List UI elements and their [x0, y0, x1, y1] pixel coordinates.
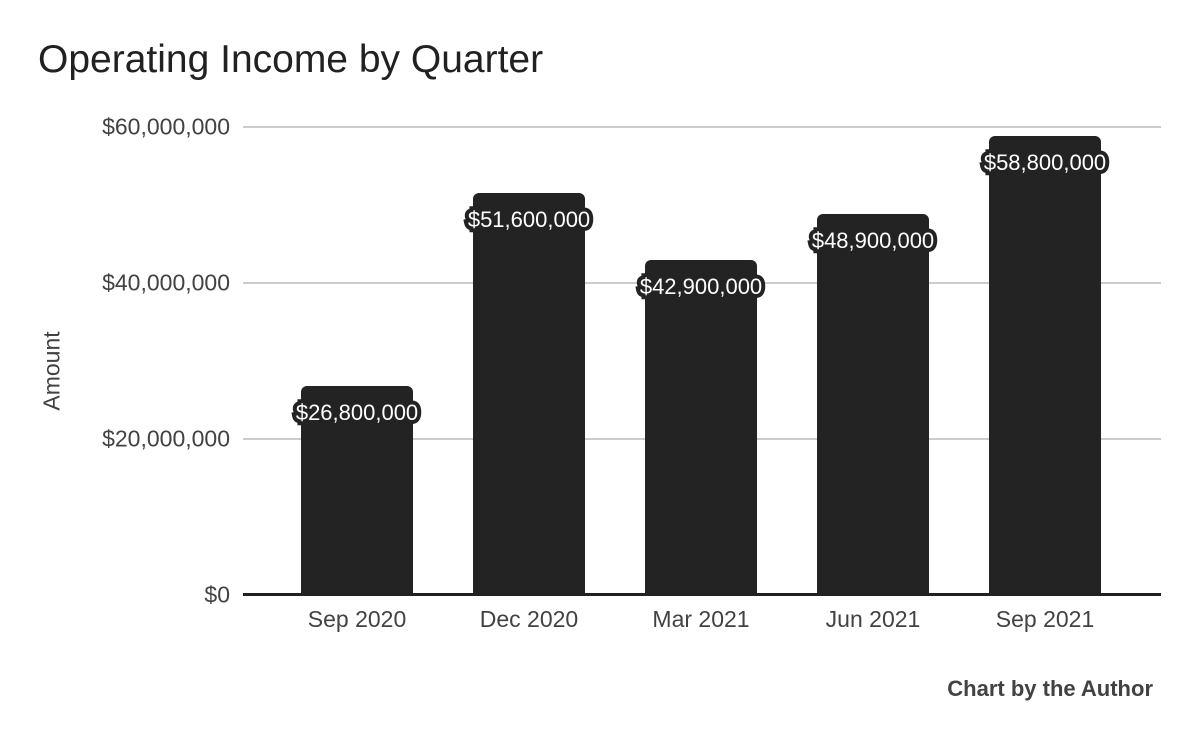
bar-value-label: $48,900,000 $48,900,000 [808, 224, 938, 257]
x-tick-label: Jun 2021 [825, 606, 921, 632]
bar-value-label: $42,900,000 $42,900,000 [636, 270, 766, 303]
x-tick-label: Sep 2020 [307, 606, 407, 632]
y-tick-label: $20,000,000 [102, 425, 230, 452]
bar [645, 260, 757, 595]
bar-value-label-outline: $58,800,000 [980, 146, 1110, 179]
bar [473, 193, 585, 595]
gridline [243, 126, 1161, 128]
bar-slot: $51,600,000 $51,600,000 Dec 2020 [443, 127, 615, 631]
x-axis-line [243, 593, 1161, 596]
bar-value-label: $58,800,000 $58,800,000 [980, 146, 1110, 179]
bar-value-label-text: $58,800,000 [983, 150, 1107, 175]
bar-value-label-outline: $51,600,000 [464, 203, 594, 236]
bar-value-label-text: $26,800,000 [295, 400, 419, 425]
plot-area: $26,800,000 $26,800,000 Sep 2020 $51,600,00… [102, 115, 1161, 631]
y-axis-title: Amount [38, 331, 65, 411]
bar-slot: $42,900,000 $42,900,000 Mar 2021 [615, 127, 787, 631]
bar-value-label-outline: $48,900,000 [808, 224, 938, 257]
bar-value-label-outline: $26,800,000 [292, 396, 422, 429]
bar-value-label: $26,800,000 $26,800,000 [292, 396, 422, 429]
y-tick-label: $60,000,000 [102, 113, 230, 140]
bar-value-label-text: $51,600,000 [467, 207, 591, 232]
bar [989, 136, 1101, 595]
x-tick-label: Dec 2020 [479, 606, 579, 632]
footer-credit: Chart by the Author [947, 676, 1153, 701]
bar-value-label-outline: $42,900,000 [636, 270, 766, 303]
bar-slot: $48,900,000 $48,900,000 Jun 2021 [787, 127, 959, 631]
bar-value-label: $51,600,000 $51,600,000 [464, 203, 594, 236]
y-tick-label: $40,000,000 [102, 269, 230, 296]
bar-slot: $26,800,000 $26,800,000 Sep 2020 [271, 127, 443, 631]
bar [301, 386, 413, 595]
bar-slot: $58,800,000 $58,800,000 Sep 2021 [959, 127, 1131, 631]
bars-row: $26,800,000 $26,800,000 Sep 2020 $51,600,00… [271, 127, 1131, 631]
x-tick-label: Sep 2021 [995, 606, 1095, 632]
x-tick-label: Mar 2021 [652, 606, 750, 632]
bar-value-label-text: $42,900,000 [639, 274, 763, 299]
bar-value-label-text: $48,900,000 [811, 228, 935, 253]
chart-title: Operating Income by Quarter [38, 38, 544, 81]
bar [817, 214, 929, 595]
y-tick-label: $0 [204, 581, 230, 608]
